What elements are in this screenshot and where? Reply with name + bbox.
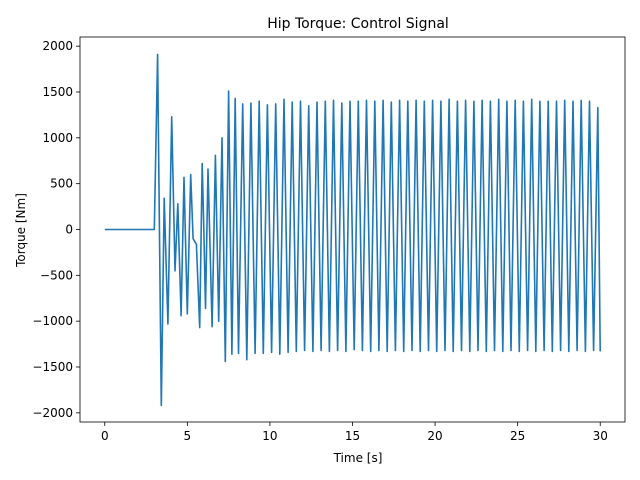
y-tick-label: −1000	[32, 314, 73, 328]
series-line-0	[104, 53, 601, 407]
y-axis-ticks: −2000 −1500 −1000 −500 0 500 1000 1500 2000	[32, 39, 80, 420]
x-tick-label: 0	[101, 429, 109, 443]
x-tick-label: 15	[345, 429, 360, 443]
y-tick-label: 500	[50, 177, 73, 191]
x-axis-ticks: 0 5 10 15 20 25 30	[101, 422, 608, 443]
y-tick-label: −500	[40, 268, 73, 282]
x-tick-label: 25	[510, 429, 525, 443]
plot-area	[104, 53, 601, 407]
x-tick-label: 10	[262, 429, 277, 443]
y-axis-label: Torque [Nm]	[14, 193, 28, 268]
x-axis-label: Time [s]	[333, 451, 383, 465]
y-tick-label: −1500	[32, 360, 73, 374]
plot-frame	[79, 36, 626, 423]
chart-title: Hip Torque: Control Signal	[267, 16, 449, 32]
y-tick-label: 1500	[42, 85, 73, 99]
y-tick-label: 1000	[42, 131, 73, 145]
y-tick-label: 2000	[42, 39, 73, 53]
y-tick-label: −2000	[32, 406, 73, 420]
x-tick-label: 30	[593, 429, 608, 443]
x-tick-label: 20	[427, 429, 442, 443]
x-tick-label: 5	[184, 429, 192, 443]
y-tick-label: 0	[65, 223, 73, 237]
